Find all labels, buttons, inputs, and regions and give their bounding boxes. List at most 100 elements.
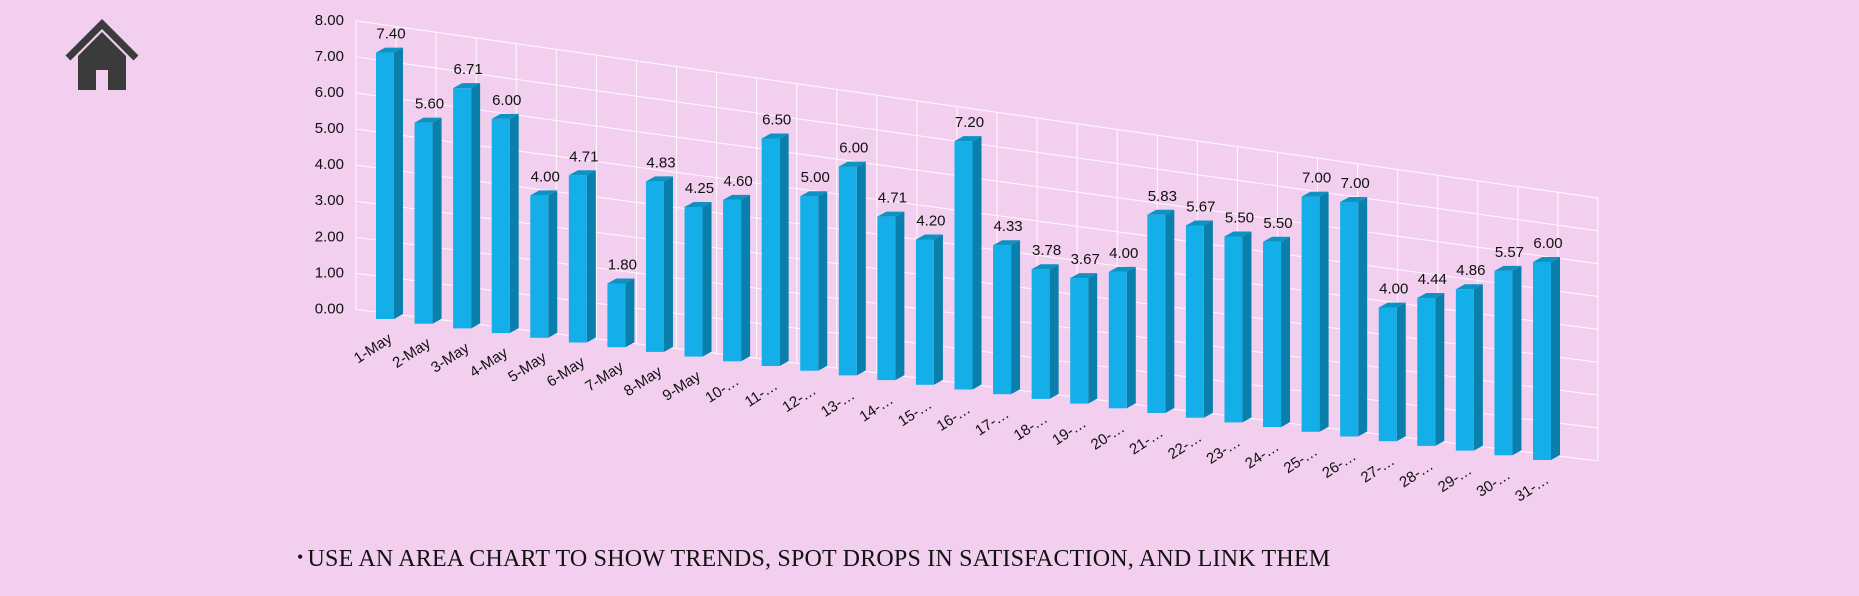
- x-tick-label: 12-…: [779, 382, 819, 416]
- x-tick-label: 16-…: [934, 401, 974, 435]
- bar-top: [1224, 231, 1252, 237]
- bar-front: [491, 118, 510, 334]
- data-label: 4.71: [878, 190, 907, 207]
- bar-side: [509, 113, 519, 334]
- bar-top: [376, 47, 403, 53]
- bar-front: [954, 141, 973, 390]
- data-label: 7.20: [955, 114, 984, 131]
- x-tick-label: 6-May: [544, 353, 589, 390]
- x-tick-label: 8-May: [621, 363, 666, 400]
- y-tick-label: 0.00: [315, 300, 344, 317]
- data-label: 4.00: [1109, 245, 1138, 262]
- bar-front: [645, 181, 664, 352]
- bar-top: [838, 161, 866, 167]
- x-tick-label: 2-May: [390, 335, 435, 372]
- bar-side: [663, 176, 673, 352]
- data-label: 1.80: [608, 256, 637, 273]
- bar-top: [723, 194, 751, 200]
- x-tick-label: 3-May: [428, 339, 473, 376]
- bar: [1263, 236, 1291, 428]
- bar-top: [1340, 197, 1368, 202]
- data-label: 3.67: [1071, 251, 1100, 268]
- bar: [1533, 257, 1560, 460]
- bar-front: [453, 88, 472, 329]
- data-label: 5.50: [1225, 210, 1254, 227]
- bar-top: [1185, 220, 1213, 226]
- bar: [1224, 231, 1252, 423]
- bar: [607, 278, 635, 348]
- bar-top: [414, 117, 442, 123]
- bullet-text: USE AN AREA CHART TO SHOW TRENDS, SPOT D…: [307, 546, 1331, 572]
- bar-side: [1512, 265, 1522, 456]
- bar-top: [1455, 284, 1483, 290]
- bar-front: [1455, 289, 1474, 451]
- y-tick-label: 4.00: [315, 156, 344, 173]
- bar-side: [1088, 273, 1098, 404]
- data-label: 4.33: [993, 218, 1022, 235]
- bar-side: [933, 234, 943, 385]
- bar-side: [895, 211, 905, 381]
- bar-front: [1494, 270, 1513, 456]
- x-tick-label: 26-…: [1319, 448, 1359, 482]
- bar: [376, 47, 403, 319]
- bar-side: [548, 190, 558, 338]
- data-label: 4.86: [1456, 262, 1485, 279]
- bar: [723, 194, 751, 362]
- x-tick-label: 11-…: [742, 377, 781, 411]
- bar-side: [741, 194, 751, 362]
- bar-top: [1494, 265, 1522, 271]
- bar: [1455, 284, 1483, 451]
- x-tick-label: 18-…: [1011, 410, 1051, 444]
- data-label: 4.20: [916, 212, 945, 229]
- bar: [645, 176, 673, 352]
- bar-side: [394, 47, 403, 319]
- bar-side: [1281, 236, 1291, 428]
- x-tick-label: 21-…: [1126, 424, 1166, 458]
- home-button[interactable]: [64, 18, 140, 94]
- data-label: 7.00: [1341, 175, 1370, 192]
- bar: [993, 240, 1021, 395]
- bar-side: [432, 117, 442, 324]
- bar-top: [491, 113, 519, 119]
- bar-front: [1378, 307, 1397, 442]
- x-tick-label: 28-…: [1396, 457, 1436, 491]
- bar-top: [1108, 266, 1136, 272]
- data-label: 4.71: [569, 148, 598, 165]
- bar-top: [1533, 257, 1560, 262]
- data-label: 5.00: [801, 169, 830, 186]
- bar: [1031, 264, 1059, 399]
- bar-top: [1263, 236, 1291, 242]
- bar: [1185, 220, 1213, 418]
- bar: [838, 161, 866, 376]
- bar: [491, 113, 519, 334]
- y-tick-label: 3.00: [315, 192, 344, 209]
- data-label: 4.83: [646, 154, 675, 171]
- bar-side: [586, 170, 596, 343]
- bullet-note: • USE AN AREA CHART TO SHOW TRENDS, SPOT …: [297, 546, 1330, 573]
- x-tick-label: 10-…: [702, 372, 742, 406]
- data-label: 5.50: [1263, 215, 1292, 232]
- bar: [954, 136, 982, 390]
- bar-side: [1242, 231, 1252, 423]
- data-label: 3.78: [1032, 242, 1061, 259]
- x-tick-label: 27-…: [1358, 452, 1398, 486]
- bar-top: [568, 170, 596, 176]
- data-label: 4.00: [531, 168, 560, 185]
- bar-side: [818, 191, 828, 371]
- x-tick-label: 7-May: [582, 358, 627, 395]
- bar: [1070, 273, 1098, 404]
- bar-side: [1435, 293, 1445, 446]
- bar: [453, 83, 481, 329]
- bar-top: [1378, 302, 1406, 308]
- bar-side: [1473, 284, 1483, 451]
- y-tick-label: 1.00: [315, 264, 344, 281]
- x-tick-label: 14-…: [857, 391, 897, 425]
- bar-side: [625, 278, 635, 348]
- bar-front: [1224, 236, 1243, 423]
- bar: [414, 117, 442, 324]
- bar: [915, 234, 943, 385]
- data-label: 7.40: [376, 26, 405, 43]
- x-tick-label: 4-May: [467, 344, 512, 381]
- bar-front: [1185, 225, 1204, 418]
- bars: [376, 47, 1560, 460]
